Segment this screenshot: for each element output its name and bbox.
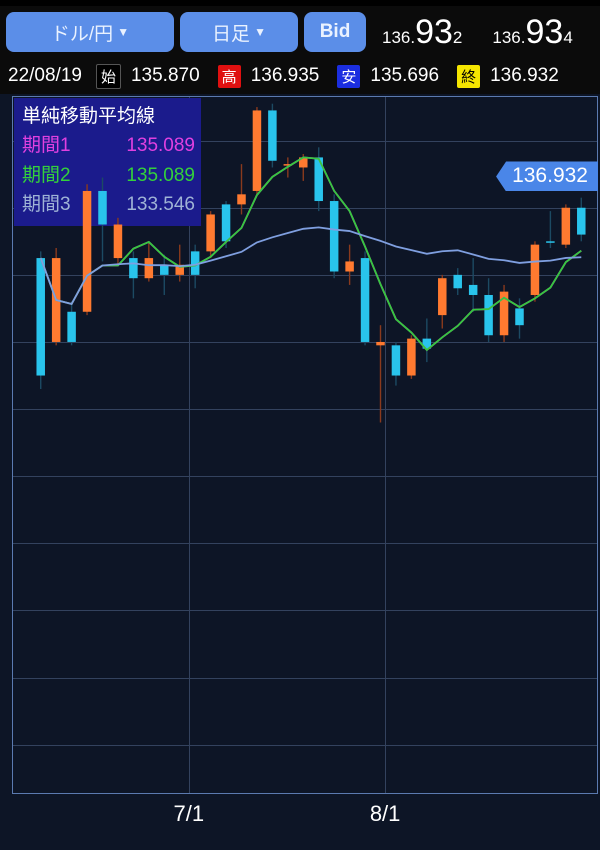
bid-price-display: 136. 93 2 xyxy=(382,13,462,52)
candle-body[interactable] xyxy=(98,191,106,225)
candle-body[interactable] xyxy=(83,191,91,312)
x-axis-tick-label: 8/1 xyxy=(370,801,401,827)
candle-body[interactable] xyxy=(206,214,214,251)
close-tag: 終 xyxy=(457,65,480,88)
candle-body[interactable] xyxy=(145,258,153,278)
candle-body[interactable] xyxy=(453,275,461,288)
open-tag: 始 xyxy=(96,64,121,89)
candle-body[interactable] xyxy=(531,245,539,295)
candle-body[interactable] xyxy=(376,342,384,345)
candle-body[interactable] xyxy=(407,339,415,376)
high-tag: 高 xyxy=(218,65,241,88)
ask-price-display: 136. 93 4 xyxy=(492,13,572,52)
candle-body[interactable] xyxy=(268,110,276,160)
date-label: 22/08/19 xyxy=(8,65,82,87)
candle-body[interactable] xyxy=(484,295,492,335)
candle-body[interactable] xyxy=(36,258,44,375)
toolbar: ドル/円 ▼ 日足 ▼ Bid 136. 93 2 136. 93 4 xyxy=(0,6,600,58)
chevron-down-icon: ▼ xyxy=(117,25,129,39)
ohlc-summary-row: 22/08/19 始 135.870 高 136.935 安 135.696 終… xyxy=(0,58,600,94)
candle-body[interactable] xyxy=(562,208,570,245)
candle-body[interactable] xyxy=(129,258,137,278)
candle-body[interactable] xyxy=(392,345,400,375)
candle-body[interactable] xyxy=(361,258,369,342)
candle-body[interactable] xyxy=(160,265,168,275)
timeframe-dropdown[interactable]: 日足 ▼ xyxy=(180,12,298,52)
close-value: 136.932 xyxy=(490,65,559,87)
app-root: ドル/円 ▼ 日足 ▼ Bid 136. 93 2 136. 93 4 22/0… xyxy=(0,0,600,850)
candle-body[interactable] xyxy=(438,278,446,315)
candle-body[interactable] xyxy=(222,204,230,241)
candle-body[interactable] xyxy=(546,241,554,243)
candlestick-plot[interactable] xyxy=(13,97,600,795)
candle-body[interactable] xyxy=(114,225,122,259)
candle-body[interactable] xyxy=(345,261,353,271)
candle-body[interactable] xyxy=(253,110,261,191)
open-value: 135.870 xyxy=(131,65,200,87)
candle-body[interactable] xyxy=(469,285,477,295)
candle-body[interactable] xyxy=(577,208,585,235)
chevron-down-icon: ▼ xyxy=(254,25,266,39)
x-axis-tick-label: 7/1 xyxy=(174,801,205,827)
low-value: 135.696 xyxy=(370,65,439,87)
chart-container[interactable]: 138.000136.000134.000132.000130.000128.0… xyxy=(0,94,600,800)
candle-body[interactable] xyxy=(330,201,338,271)
low-tag: 安 xyxy=(337,65,360,88)
currency-pair-dropdown[interactable]: ドル/円 ▼ xyxy=(6,12,174,52)
current-price-flag: 136.932 xyxy=(496,161,598,191)
candle-body[interactable] xyxy=(515,308,523,325)
bid-ask-toggle-button[interactable]: Bid xyxy=(304,12,366,52)
chart-plot-area[interactable]: 138.000136.000134.000132.000130.000128.0… xyxy=(12,96,598,794)
high-value: 136.935 xyxy=(251,65,320,87)
candle-body[interactable] xyxy=(67,312,75,342)
candle-body[interactable] xyxy=(237,194,245,204)
